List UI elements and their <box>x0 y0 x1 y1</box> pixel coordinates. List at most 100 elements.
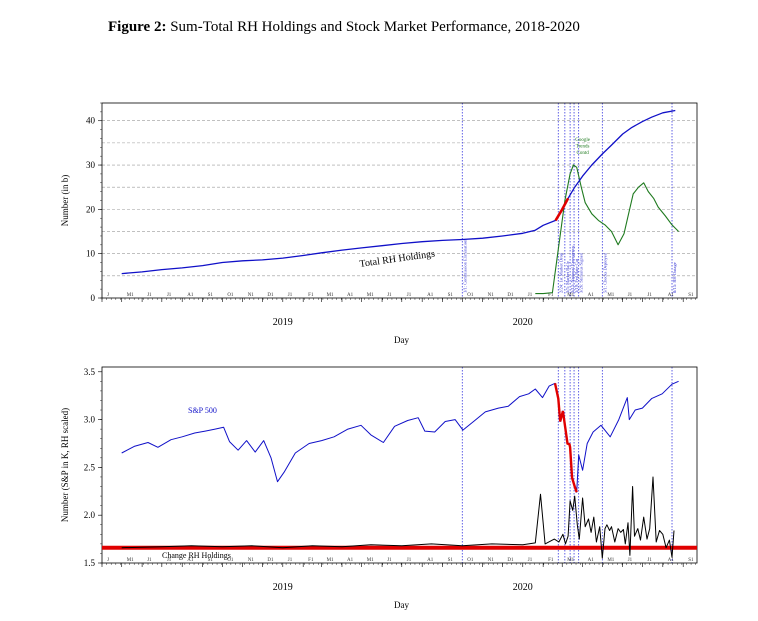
month-tick-label: D1 <box>507 293 514 298</box>
y-tick-label: 3.0 <box>84 415 96 425</box>
year-label-2020: 2020 <box>513 317 533 328</box>
month-tick-label: J1 <box>147 293 152 298</box>
event-label: 3/5: Market Rally <box>565 260 570 293</box>
y-tick-label: 2.0 <box>84 510 96 520</box>
trends-annotation: Contd <box>576 151 589 156</box>
month-tick-label: A1 <box>427 558 434 563</box>
change-holdings-line <box>121 476 675 559</box>
event-label: 3/19: Fed Rate Cut <box>574 258 579 293</box>
month-tick-label: A1 <box>347 293 354 298</box>
y-tick-label: 20 <box>86 204 96 214</box>
plot-frame <box>101 102 698 299</box>
month-tick-label: A1 <box>427 293 434 298</box>
figure-title: Figure 2: Sum-Total RH Holdings and Stoc… <box>108 19 580 36</box>
month-tick-label: M1 <box>567 293 574 298</box>
month-tick-label: M1 <box>567 558 574 563</box>
month-tick-label: A1 <box>588 558 595 563</box>
month-tick-label: F1 <box>308 558 314 563</box>
month-tick-label: M1 <box>127 293 134 298</box>
plot-frame <box>101 366 698 564</box>
month-tick-label: A1 <box>187 293 194 298</box>
y-axis-title: Number (in b) <box>60 175 70 227</box>
year-label-2020: 2020 <box>513 582 533 593</box>
event-label: 3/13: National Emergency <box>570 245 575 293</box>
y-tick-label: 10 <box>86 249 96 259</box>
holdings-series-label: Total RH Holdings <box>359 248 436 269</box>
month-tick-label: N1 <box>248 293 255 298</box>
month-tick-label: J1 <box>288 558 293 563</box>
panel-2: J M1 J1 J1 A1 S1 O1 N1 D1 J1 F1 M1 A1 M1 J1 J1 A1 S1 O1 N1 D… <box>60 366 698 610</box>
month-tick-label: O1 <box>467 293 474 298</box>
month-tick-label: J1 <box>407 293 412 298</box>
figure-title-text: Sum-Total RH Holdings and Stock Market P… <box>170 19 580 35</box>
month-tick-label: N1 <box>488 558 495 563</box>
month-tick-label: J <box>107 558 109 563</box>
sp500-label: S&P 500 <box>188 406 217 415</box>
trends-annotation: Google <box>575 138 591 143</box>
month-tick-label: N1 <box>488 293 495 298</box>
month-tick-label: S1 <box>448 558 454 563</box>
month-tick-label: M1 <box>607 293 614 298</box>
year-label-2019: 2019 <box>273 317 293 328</box>
month-tick-label: S1 <box>688 558 694 563</box>
event-label: 1/1: Commission Elimination <box>462 239 467 293</box>
y-tick-label: 30 <box>86 160 96 170</box>
month-tick-label: J1 <box>528 558 533 563</box>
month-tick-label: M1 <box>367 558 374 563</box>
panel-1: J M1 J1 J1 A1 S1 O1 N1 D1 J1 F1 M1 A1 M1 J1 J1 A1 S1 O1 N1 D… <box>60 102 698 345</box>
month-tick-label: O1 <box>467 558 474 563</box>
month-tick-label: M1 <box>607 558 614 563</box>
month-tick-label: A1 <box>588 293 595 298</box>
month-tick-label: J1 <box>528 293 533 298</box>
y-tick-label: 40 <box>86 116 96 126</box>
month-tick-label: J1 <box>387 558 392 563</box>
change-holdings-label: Change RH Holdings <box>162 551 231 560</box>
month-tick-label: J1 <box>628 293 633 298</box>
month-tick-label: A1 <box>668 558 675 563</box>
event-label: 3/26: Stimulus Signed <box>579 252 584 293</box>
month-tick-label: M1 <box>327 558 334 563</box>
month-tick-label: J1 <box>288 293 293 298</box>
month-tick-label: D1 <box>507 558 514 563</box>
month-tick-label: J1 <box>167 558 172 563</box>
month-tick-label: M1 <box>367 293 374 298</box>
month-tick-label: M1 <box>327 293 334 298</box>
x-axis-title: Day <box>394 335 409 345</box>
event-label: 2/24: 1st Market Drop <box>558 252 563 293</box>
highlight-segment <box>554 197 570 222</box>
month-tick-label: F1 <box>308 293 314 298</box>
month-tick-label: O1 <box>227 558 234 563</box>
month-tick-label: F1 <box>548 293 554 298</box>
month-tick-label: J1 <box>407 558 412 563</box>
sp500-line <box>121 380 679 493</box>
y-tick-label: 2.5 <box>84 462 96 472</box>
google-trends-line <box>535 164 679 295</box>
month-tick-label: A1 <box>668 293 675 298</box>
month-tick-label: S1 <box>688 293 694 298</box>
holdings-line <box>121 109 676 275</box>
trends-annotation: Trends <box>576 145 590 150</box>
y-tick-label: 1.5 <box>84 558 96 568</box>
month-tick-label: A1 <box>347 558 354 563</box>
month-tick-label: A1 <box>187 558 194 563</box>
year-label-2019: 2019 <box>273 582 293 593</box>
event-label: 5/1: Checks Deployed <box>602 252 607 293</box>
highlight-segment <box>553 383 578 493</box>
month-tick-label: J1 <box>387 293 392 298</box>
y-tick-label: 0 <box>91 293 96 303</box>
x-axis-title: Day <box>394 600 409 610</box>
month-tick-label: O1 <box>227 293 234 298</box>
month-tick-label: J1 <box>647 558 652 563</box>
month-tick-label: N1 <box>248 558 255 563</box>
month-tick-label: J1 <box>167 293 172 298</box>
event-label: 8/15: RH Outage <box>672 262 677 293</box>
month-tick-label: F1 <box>548 558 554 563</box>
month-tick-label: J <box>107 293 109 298</box>
y-tick-label: 3.5 <box>84 367 96 377</box>
month-tick-label: J1 <box>628 558 633 563</box>
month-tick-label: D1 <box>267 293 274 298</box>
figure-label: Figure 2: <box>108 19 167 35</box>
y-axis-title: Number (S&P in K, RH scaled) <box>60 408 70 522</box>
month-tick-label: S1 <box>208 558 214 563</box>
